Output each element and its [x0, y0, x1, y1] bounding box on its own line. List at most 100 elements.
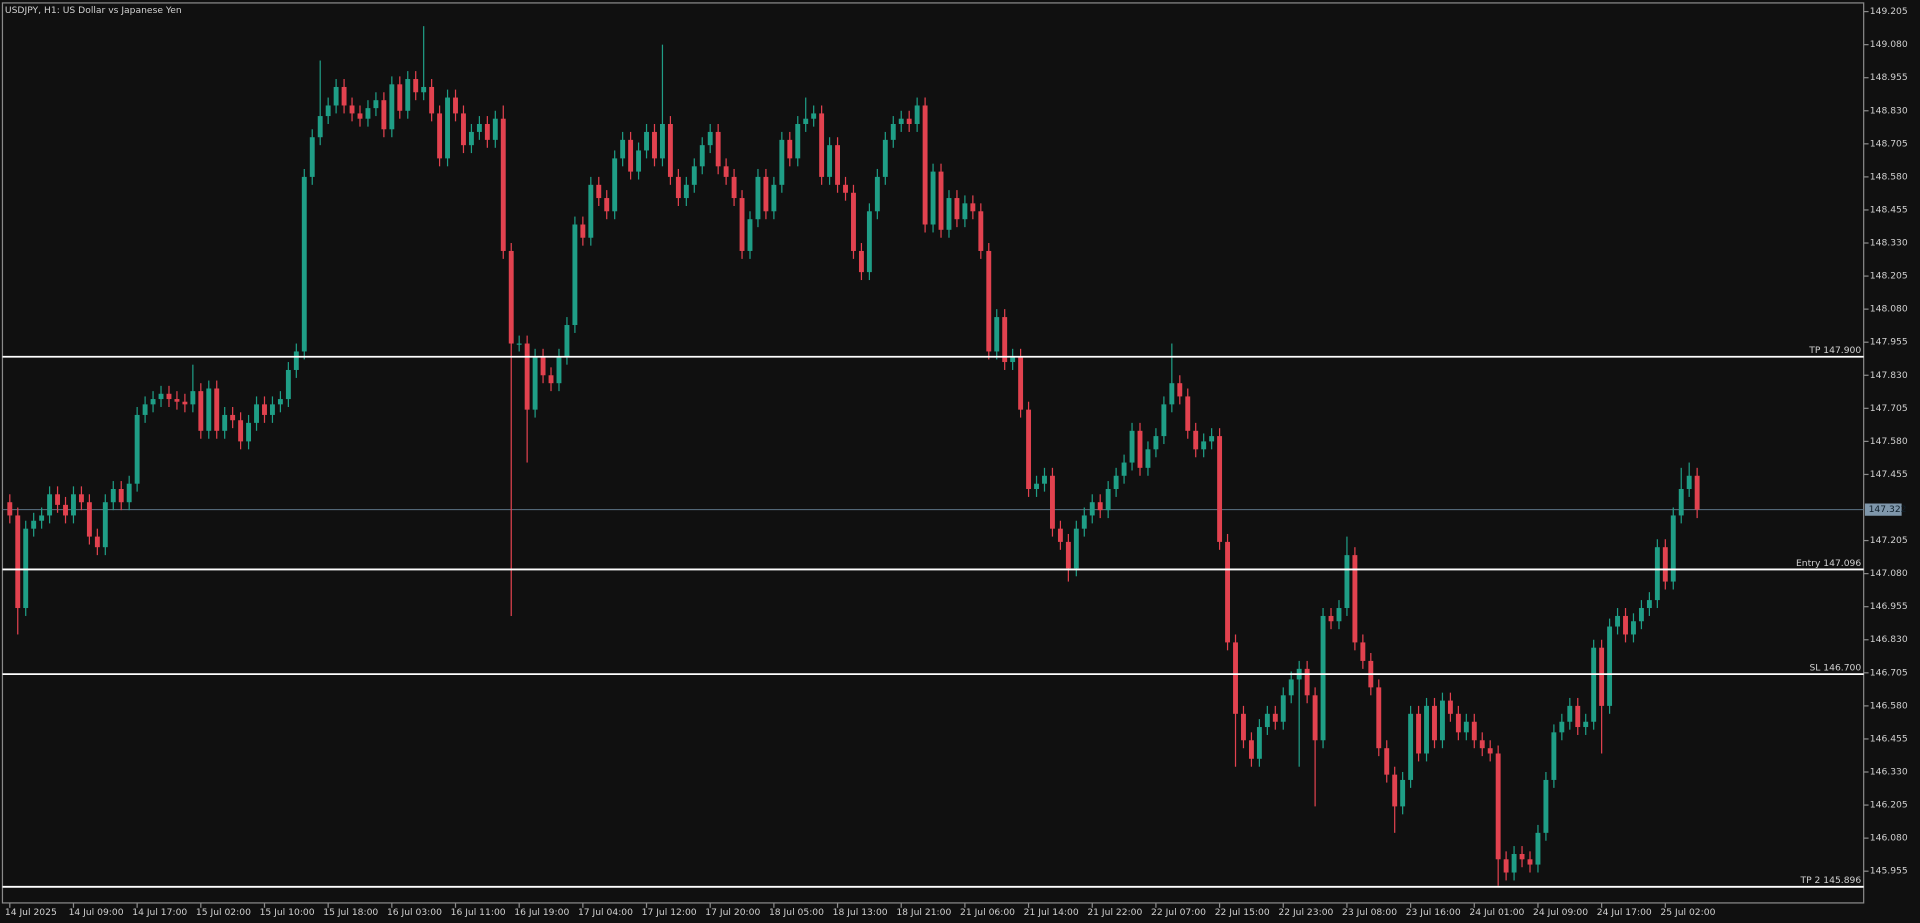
candle-body: [1455, 713, 1461, 733]
candle-body: [293, 351, 299, 370]
candle-body: [1631, 621, 1636, 635]
candle-body: [1440, 700, 1445, 741]
candle-body: [1607, 626, 1613, 706]
candle-body: [484, 123, 490, 140]
candle-body: [1646, 600, 1652, 609]
candle-body: [174, 399, 180, 402]
candle-body: [1209, 436, 1215, 442]
candle-body: [906, 118, 912, 124]
candle-body: [1575, 705, 1581, 728]
candle-body: [986, 250, 992, 352]
candle-body: [429, 86, 435, 114]
candle-body: [317, 116, 323, 138]
candle-body: [1304, 668, 1310, 696]
candle-body: [747, 219, 753, 251]
candle-body: [1089, 502, 1095, 516]
x-tick-label: 18 Jul 21:00: [896, 907, 951, 918]
candle-body: [301, 176, 307, 352]
candle-body: [1137, 430, 1143, 468]
candle-body: [874, 176, 880, 212]
candle-body: [652, 131, 657, 159]
x-tick-label: 17 Jul 20:00: [705, 907, 760, 918]
x-tick-label: 14 Jul 17:00: [132, 907, 187, 918]
candle-body: [246, 422, 252, 442]
candle-body: [78, 494, 84, 503]
x-tick-label: 14 Jul 09:00: [69, 907, 124, 918]
candle-body: [1670, 515, 1676, 582]
candle-body: [596, 184, 602, 199]
candle-body: [667, 123, 673, 177]
candle-body: [970, 203, 976, 212]
candle-body: [1272, 713, 1278, 722]
candle-body: [779, 139, 785, 185]
candle-body: [508, 250, 514, 344]
candle-body: [445, 97, 450, 159]
candle-body: [620, 139, 626, 159]
current-price-label: 147.322: [1869, 504, 1907, 515]
candle-body: [230, 414, 236, 421]
candle-body: [1256, 727, 1262, 759]
y-tick-label: 148.580: [1870, 171, 1908, 182]
candle-body: [182, 401, 188, 405]
candle-body: [134, 414, 140, 484]
candle-body: [1034, 483, 1039, 489]
candle-body: [978, 211, 984, 251]
candle-body: [1686, 475, 1692, 489]
candle-body: [1567, 705, 1573, 722]
candle-body: [254, 404, 259, 423]
candle-body: [914, 105, 920, 124]
plot-frame: [1, 2, 1865, 904]
candle-body: [858, 250, 864, 273]
candle-body: [31, 520, 37, 529]
candle-body: [206, 388, 212, 431]
candle-body: [1280, 695, 1286, 722]
candle-body: [723, 166, 729, 177]
candle-body: [126, 483, 132, 503]
candle-body: [110, 488, 116, 503]
x-tick-label: 24 Jul 17:00: [1597, 907, 1652, 918]
candle-body: [1392, 774, 1398, 807]
y-tick-label: 148.955: [1870, 72, 1908, 83]
candle-body: [715, 131, 721, 167]
candle-body: [1057, 528, 1063, 542]
candle-body: [1185, 396, 1191, 431]
candle-body: [421, 86, 427, 93]
candle-body: [827, 145, 833, 177]
candle-body: [1535, 832, 1541, 865]
y-tick-label: 149.205: [1870, 6, 1908, 17]
x-tick-label: 18 Jul 05:00: [769, 907, 824, 918]
candle-body: [1543, 779, 1549, 833]
candle-body: [1248, 740, 1254, 759]
candle-body: [866, 211, 872, 273]
candle-body: [835, 145, 840, 185]
x-tick-label: 25 Jul 02:00: [1660, 907, 1715, 918]
x-tick-label: 21 Jul 14:00: [1024, 907, 1079, 918]
candle-body: [1336, 608, 1342, 622]
candle-body: [811, 113, 817, 119]
candle-body: [1113, 475, 1119, 489]
candle-body: [556, 356, 562, 384]
candle-body: [1495, 753, 1501, 860]
y-tick-label: 148.830: [1870, 105, 1908, 116]
candle-body: [1097, 502, 1103, 511]
y-tick-label: 148.455: [1870, 204, 1908, 215]
candle-body: [731, 176, 737, 199]
candle-body: [795, 123, 801, 159]
candle-body: [1352, 555, 1358, 643]
candle-body: [1050, 475, 1055, 529]
candle-body: [1447, 700, 1453, 714]
candle-body: [1638, 608, 1644, 622]
x-tick-label: 22 Jul 23:00: [1278, 907, 1333, 918]
candle-body: [63, 504, 68, 516]
candle-body: [1583, 721, 1589, 728]
candle-body: [1225, 541, 1230, 643]
x-tick-label: 16 Jul 03:00: [387, 907, 442, 918]
candle-body: [1002, 317, 1008, 363]
y-tick-label: 147.205: [1870, 535, 1908, 546]
candle-body: [1694, 475, 1700, 510]
candle-body: [1623, 615, 1628, 635]
candle-body: [946, 198, 952, 230]
candle-body: [262, 404, 267, 415]
